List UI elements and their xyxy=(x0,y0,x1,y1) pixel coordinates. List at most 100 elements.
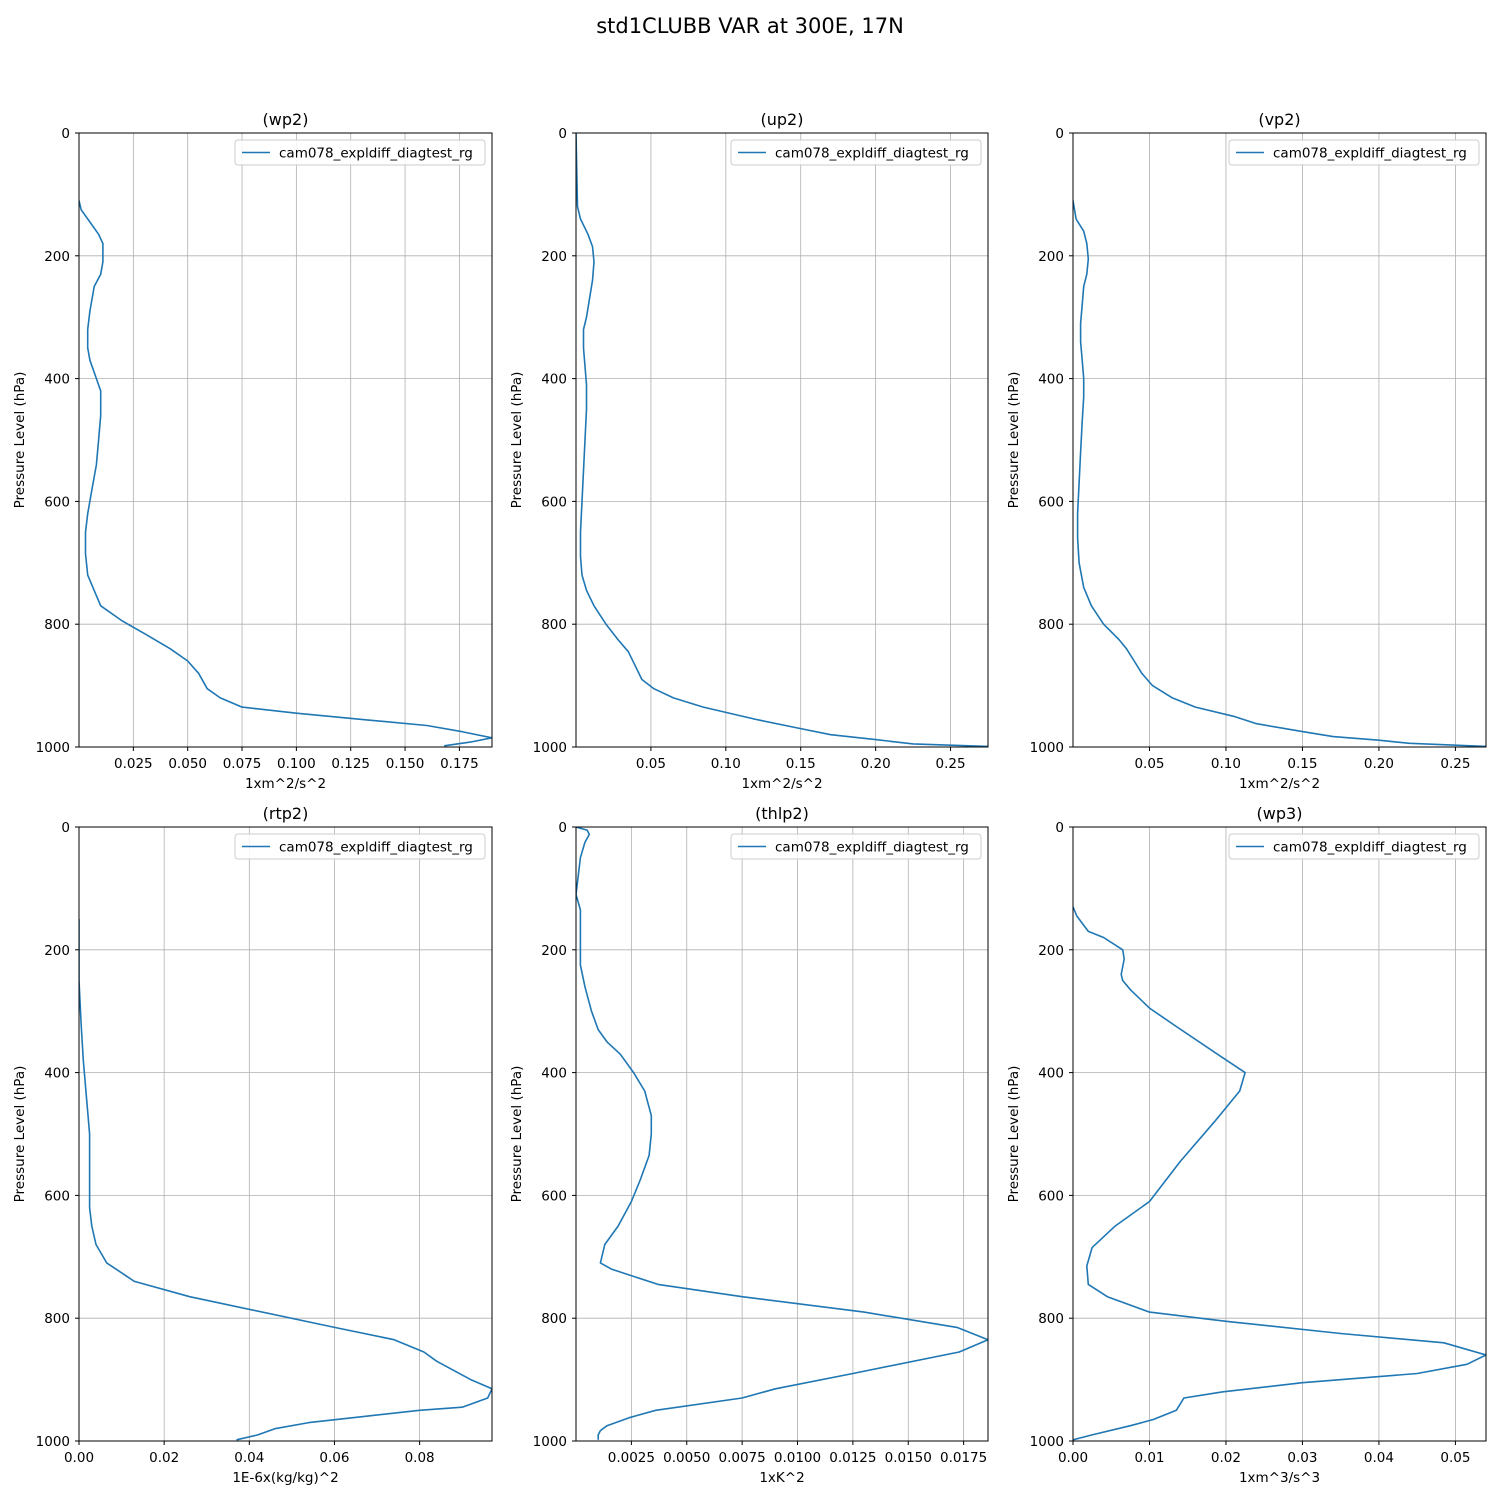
y-tick-label: 800 xyxy=(1038,1311,1064,1327)
y-axis-label: Pressure Level (hPa) xyxy=(12,372,28,509)
x-tick-label: 0.02 xyxy=(149,1450,179,1466)
x-tick-label: 0.0125 xyxy=(829,1450,876,1466)
y-tick-label: 400 xyxy=(44,1066,70,1082)
legend-box xyxy=(730,833,982,860)
y-axis-label: Pressure Level (hPa) xyxy=(1006,1066,1022,1203)
series-line xyxy=(79,200,492,747)
legend-box xyxy=(234,139,486,166)
subplot-4: 0.00 0.02 0.04 0.06 0.08 0 200 400 600 800 1000 (rt… xyxy=(12,804,493,1486)
legend: cam078_expldiff_diagtest_rg xyxy=(730,139,982,166)
x-tick-label: 0.00 xyxy=(64,1450,94,1466)
axes-frame xyxy=(1072,826,1487,1442)
x-tick-label: 0.10 xyxy=(711,756,741,772)
y-tick-label: 600 xyxy=(1038,1188,1064,1204)
series-line xyxy=(1073,200,1486,747)
x-tick-label: 0.04 xyxy=(234,1450,264,1466)
axes-frame xyxy=(78,132,493,748)
series-line xyxy=(576,827,988,1440)
axes-frame xyxy=(575,132,989,748)
y-tick-label: 0 xyxy=(61,126,70,142)
subplot-1: 0.025 0.050 0.075 0.100 0.125 0.150 0.175 0 200 4… xyxy=(12,110,493,792)
x-tick-label: 0.20 xyxy=(1364,756,1394,772)
y-axis-label: Pressure Level (hPa) xyxy=(1006,372,1022,509)
y-tick-label: 400 xyxy=(44,372,70,388)
subplot-6: 0.00 0.01 0.02 0.03 0.04 0.05 0 200 400 600 800 100… xyxy=(1006,804,1487,1486)
y-tick-label: 0 xyxy=(1055,820,1064,836)
y-tick-label: 1000 xyxy=(1030,1434,1064,1450)
x-axis-label: 1E-6x(kg/kg)^2 xyxy=(232,1470,338,1486)
legend-label: cam078_expldiff_diagtest_rg xyxy=(279,840,473,856)
y-tick-label: 1000 xyxy=(533,740,567,756)
legend: cam078_expldiff_diagtest_rg xyxy=(1228,833,1480,860)
x-tick-label: 0.0050 xyxy=(663,1450,710,1466)
y-tick-label: 200 xyxy=(541,249,567,265)
x-axis-label: 1xK^2 xyxy=(759,1470,804,1486)
y-tick-label: 0 xyxy=(1055,126,1064,142)
y-tick-label: 600 xyxy=(1038,494,1064,510)
x-tick-label: 0.04 xyxy=(1364,1450,1394,1466)
x-tick-label: 0.150 xyxy=(386,756,425,772)
subplot-title: (wp3) xyxy=(1257,804,1303,823)
axes-frame xyxy=(78,826,493,1442)
y-tick-label: 0 xyxy=(558,820,567,836)
series-line xyxy=(1073,906,1486,1441)
y-tick-label: 1000 xyxy=(36,1434,70,1450)
x-axis-label: 1xm^2/s^2 xyxy=(245,776,326,792)
y-tick-label: 1000 xyxy=(533,1434,567,1450)
x-tick-label: 0.05 xyxy=(1134,756,1164,772)
y-tick-label: 0 xyxy=(558,126,567,142)
y-tick-label: 800 xyxy=(44,617,70,633)
y-tick-label: 0 xyxy=(61,820,70,836)
y-tick-label: 800 xyxy=(44,1311,70,1327)
subplot-title: (wp2) xyxy=(263,110,309,129)
legend-box xyxy=(1228,833,1480,860)
x-tick-label: 0.050 xyxy=(168,756,207,772)
x-tick-label: 0.10 xyxy=(1211,756,1241,772)
y-tick-label: 400 xyxy=(541,372,567,388)
x-tick-label: 0.125 xyxy=(331,756,370,772)
y-tick-label: 800 xyxy=(1038,617,1064,633)
y-tick-label: 200 xyxy=(1038,249,1064,265)
y-tick-label: 200 xyxy=(541,943,567,959)
legend-box xyxy=(730,139,982,166)
y-tick-label: 400 xyxy=(541,1066,567,1082)
y-axis-label: Pressure Level (hPa) xyxy=(509,372,525,509)
subplot-title: (rtp2) xyxy=(263,804,309,823)
subplot-title: (up2) xyxy=(761,110,804,129)
y-axis-label: Pressure Level (hPa) xyxy=(12,1066,28,1203)
legend-label: cam078_expldiff_diagtest_rg xyxy=(279,146,473,162)
x-tick-label: 0.15 xyxy=(1287,756,1317,772)
legend-label: cam078_expldiff_diagtest_rg xyxy=(775,146,969,162)
y-tick-label: 800 xyxy=(541,1311,567,1327)
legend-label: cam078_expldiff_diagtest_rg xyxy=(775,840,969,856)
x-tick-label: 0.075 xyxy=(223,756,262,772)
subplot-title: (thlp2) xyxy=(755,804,809,823)
x-tick-label: 0.0100 xyxy=(774,1450,821,1466)
legend-box xyxy=(234,833,486,860)
axes-frame xyxy=(1072,132,1487,748)
x-tick-label: 0.03 xyxy=(1287,1450,1317,1466)
x-tick-label: 0.15 xyxy=(786,756,816,772)
y-tick-label: 600 xyxy=(541,494,567,510)
x-tick-label: 0.0025 xyxy=(608,1450,655,1466)
legend: cam078_expldiff_diagtest_rg xyxy=(234,139,486,166)
x-axis-label: 1xm^3/s^3 xyxy=(1239,1470,1320,1486)
x-axis-label: 1xm^2/s^2 xyxy=(1239,776,1320,792)
legend: cam078_expldiff_diagtest_rg xyxy=(730,833,982,860)
subplot-title: (vp2) xyxy=(1258,110,1300,129)
x-tick-label: 0.25 xyxy=(936,756,966,772)
x-tick-label: 0.08 xyxy=(405,1450,435,1466)
y-tick-label: 400 xyxy=(1038,372,1064,388)
y-tick-label: 200 xyxy=(44,249,70,265)
subplot-5: 0.0025 0.0050 0.0075 0.0100 0.0125 0.0150 0.01… xyxy=(509,804,989,1486)
y-tick-label: 200 xyxy=(1038,943,1064,959)
y-axis-label: Pressure Level (hPa) xyxy=(509,1066,525,1203)
x-tick-label: 0.0175 xyxy=(940,1450,987,1466)
x-tick-label: 0.01 xyxy=(1134,1450,1164,1466)
subplot-2: 0.05 0.10 0.15 0.20 0.25 0 200 400 600 800 1000 (up… xyxy=(509,110,989,792)
legend: cam078_expldiff_diagtest_rg xyxy=(1228,139,1480,166)
x-tick-label: 0.05 xyxy=(1440,1450,1470,1466)
series-line xyxy=(576,133,988,747)
y-tick-label: 600 xyxy=(44,1188,70,1204)
x-tick-label: 0.175 xyxy=(440,756,479,772)
